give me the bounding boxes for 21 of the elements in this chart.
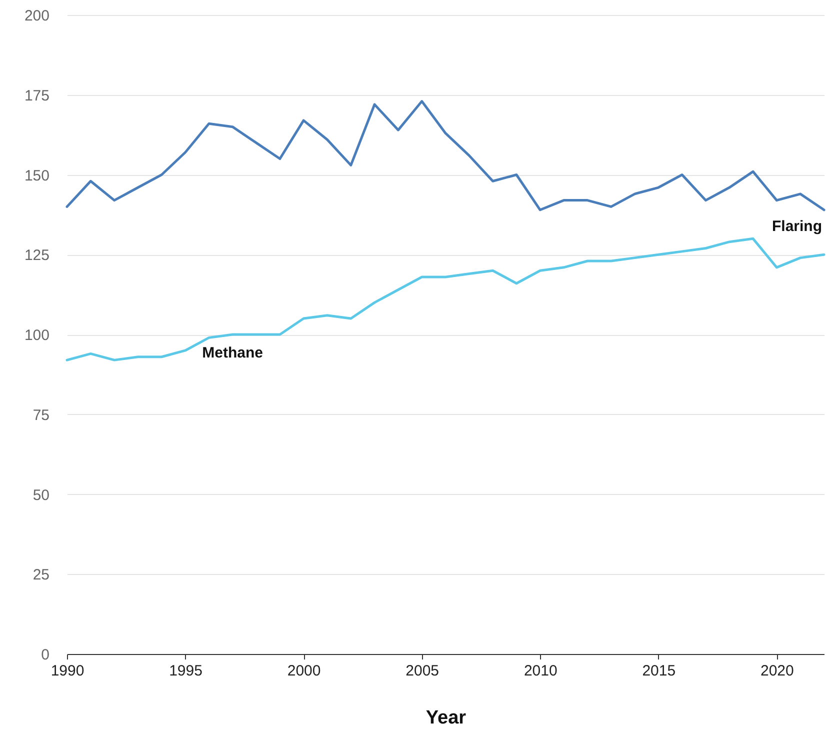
y-tick-label: 25	[32, 566, 50, 584]
x-axis-title: Year	[426, 708, 467, 728]
series-label: Methane	[202, 344, 264, 362]
x-tick-label: 1990	[50, 662, 84, 680]
y-tick-label: 175	[24, 87, 50, 104]
x-tick-label: 2005	[406, 662, 440, 680]
x-tick-label: 2020	[760, 662, 794, 680]
line-series	[66, 237, 826, 362]
series-label: Flaring	[772, 218, 822, 235]
line-series	[66, 100, 826, 212]
x-tick-label: 1995	[169, 662, 202, 680]
y-tick-label: 50	[32, 486, 50, 504]
x-tick-label: 2010	[524, 662, 558, 680]
y-tick-label: 0	[41, 646, 50, 664]
x-tick-label: 2015	[642, 662, 676, 680]
y-tick-label: 100	[24, 327, 50, 344]
y-tick-label: 200	[24, 8, 50, 24]
x-tick-label: 2000	[287, 662, 321, 680]
y-tick-label: 125	[24, 247, 50, 264]
y-tick-label: 75	[32, 406, 50, 424]
y-tick-label: 150	[24, 167, 50, 184]
